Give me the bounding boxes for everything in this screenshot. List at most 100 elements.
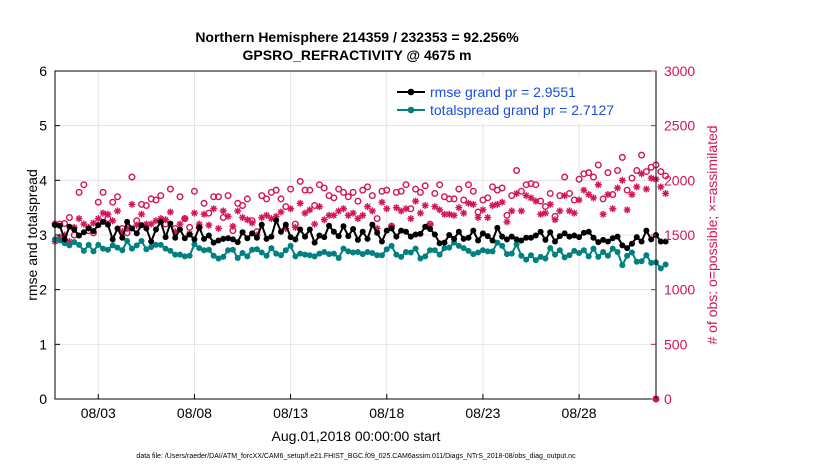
assimilated-point <box>565 207 573 215</box>
assimilated-point <box>378 198 386 206</box>
assimilated-point-stroke <box>244 216 251 223</box>
assimilated-point <box>277 208 285 216</box>
assimilated-point <box>614 184 622 192</box>
legend: rmse grand pr = 2.9551 totalspread grand… <box>394 77 648 123</box>
totalspread-point <box>167 247 174 254</box>
totalspread-point <box>340 245 347 252</box>
possible-point <box>609 191 617 199</box>
rmse-point <box>374 229 381 236</box>
assimilated-point-stroke <box>475 214 482 221</box>
totalspread-point <box>287 242 294 249</box>
assimilated-point <box>219 207 227 215</box>
possible-point <box>315 181 323 189</box>
possible-point <box>532 181 540 189</box>
assimilated-point-stroke <box>316 203 323 210</box>
totalspread-point <box>460 245 467 252</box>
possible-point <box>517 187 525 195</box>
assimilated-point-stroke <box>340 205 347 212</box>
possible-point <box>190 187 198 195</box>
rmse-point <box>537 228 544 235</box>
totalspread-point <box>643 252 650 259</box>
assimilated-point <box>330 211 338 219</box>
rmse-point <box>268 233 275 240</box>
rmse-point <box>354 236 361 243</box>
totalspread-point <box>499 242 506 249</box>
totalspread-point <box>619 262 626 269</box>
possible-point <box>662 172 670 180</box>
possible-point <box>623 186 631 194</box>
chart-title-line1: Northern Hemisphere 214359 / 232353 = 92… <box>195 29 519 45</box>
totalspread-point <box>273 250 280 257</box>
possible-point <box>94 198 102 206</box>
assimilated-point-stroke <box>436 206 443 213</box>
assimilated-point <box>541 209 549 217</box>
rmse-point <box>451 235 458 242</box>
totalspread-point <box>316 250 323 257</box>
totalspread-point <box>258 249 265 256</box>
assimilated-point <box>450 211 458 219</box>
y-tick-label: 3 <box>39 227 47 243</box>
rmse-point <box>378 238 385 245</box>
assimilated-point <box>80 220 88 228</box>
assimilated-point-stroke <box>431 203 438 210</box>
rmse-point <box>369 221 376 228</box>
assimilated-point-stroke <box>364 203 371 210</box>
assimilated-point-stroke <box>306 206 313 213</box>
totalspread-point <box>95 241 102 248</box>
possible-point <box>450 195 458 203</box>
possible-point <box>287 185 295 193</box>
rmse-point <box>124 218 131 225</box>
assimilated-point-stroke <box>585 191 592 198</box>
rmse-point <box>210 239 217 246</box>
possible-point <box>344 193 352 201</box>
assimilated-point <box>368 207 376 215</box>
rmse-point <box>393 233 400 240</box>
assimilated-point-stroke <box>100 210 107 217</box>
rmse-point <box>441 239 448 246</box>
totalspread-point <box>249 246 256 253</box>
totalspread-point <box>364 248 371 255</box>
possible-point <box>157 192 165 200</box>
totalspread-point <box>210 252 217 259</box>
possible-point <box>339 188 347 196</box>
possible-point <box>291 220 299 228</box>
rmse-point <box>388 225 395 232</box>
assimilated-point <box>99 209 107 217</box>
assimilated-point-stroke <box>484 214 491 221</box>
totalspread-point <box>282 247 289 254</box>
possible-point <box>484 194 492 202</box>
totalspread-point <box>90 248 97 255</box>
rmse-point <box>508 233 515 240</box>
rmse-point <box>407 233 414 240</box>
assimilated-point <box>263 211 271 219</box>
assimilated-point-stroke <box>138 211 145 218</box>
totalspread-point <box>638 258 645 265</box>
assimilated-point-stroke <box>205 222 212 229</box>
totalspread-point <box>268 245 275 252</box>
possible-point <box>311 201 319 209</box>
totalspread-point <box>532 257 539 264</box>
rmse-point <box>90 228 97 235</box>
y-tick-label: 4 <box>39 172 47 188</box>
assimilated-point-stroke <box>619 177 626 184</box>
totalspread-point <box>571 247 578 254</box>
totalspread-point <box>561 254 568 261</box>
rmse-point <box>239 229 246 236</box>
assimilated-point-stroke <box>576 197 583 204</box>
totalspread-point <box>239 250 246 257</box>
assimilated-point-stroke <box>76 215 83 222</box>
totalspread-point <box>446 244 453 251</box>
rmse-point <box>402 228 409 235</box>
assimilated-point <box>392 204 400 212</box>
possible-point <box>219 214 227 222</box>
totalspread-point <box>172 251 179 258</box>
assimilated-point <box>128 200 136 208</box>
possible-point <box>335 185 343 193</box>
rmse-point <box>100 218 107 225</box>
assimilated-point <box>339 205 347 213</box>
rmse-point <box>580 229 587 236</box>
rmse-point <box>561 230 568 237</box>
totalspread-point <box>292 253 299 260</box>
totalspread-point <box>422 253 429 260</box>
assimilated-point-stroke <box>95 215 102 222</box>
